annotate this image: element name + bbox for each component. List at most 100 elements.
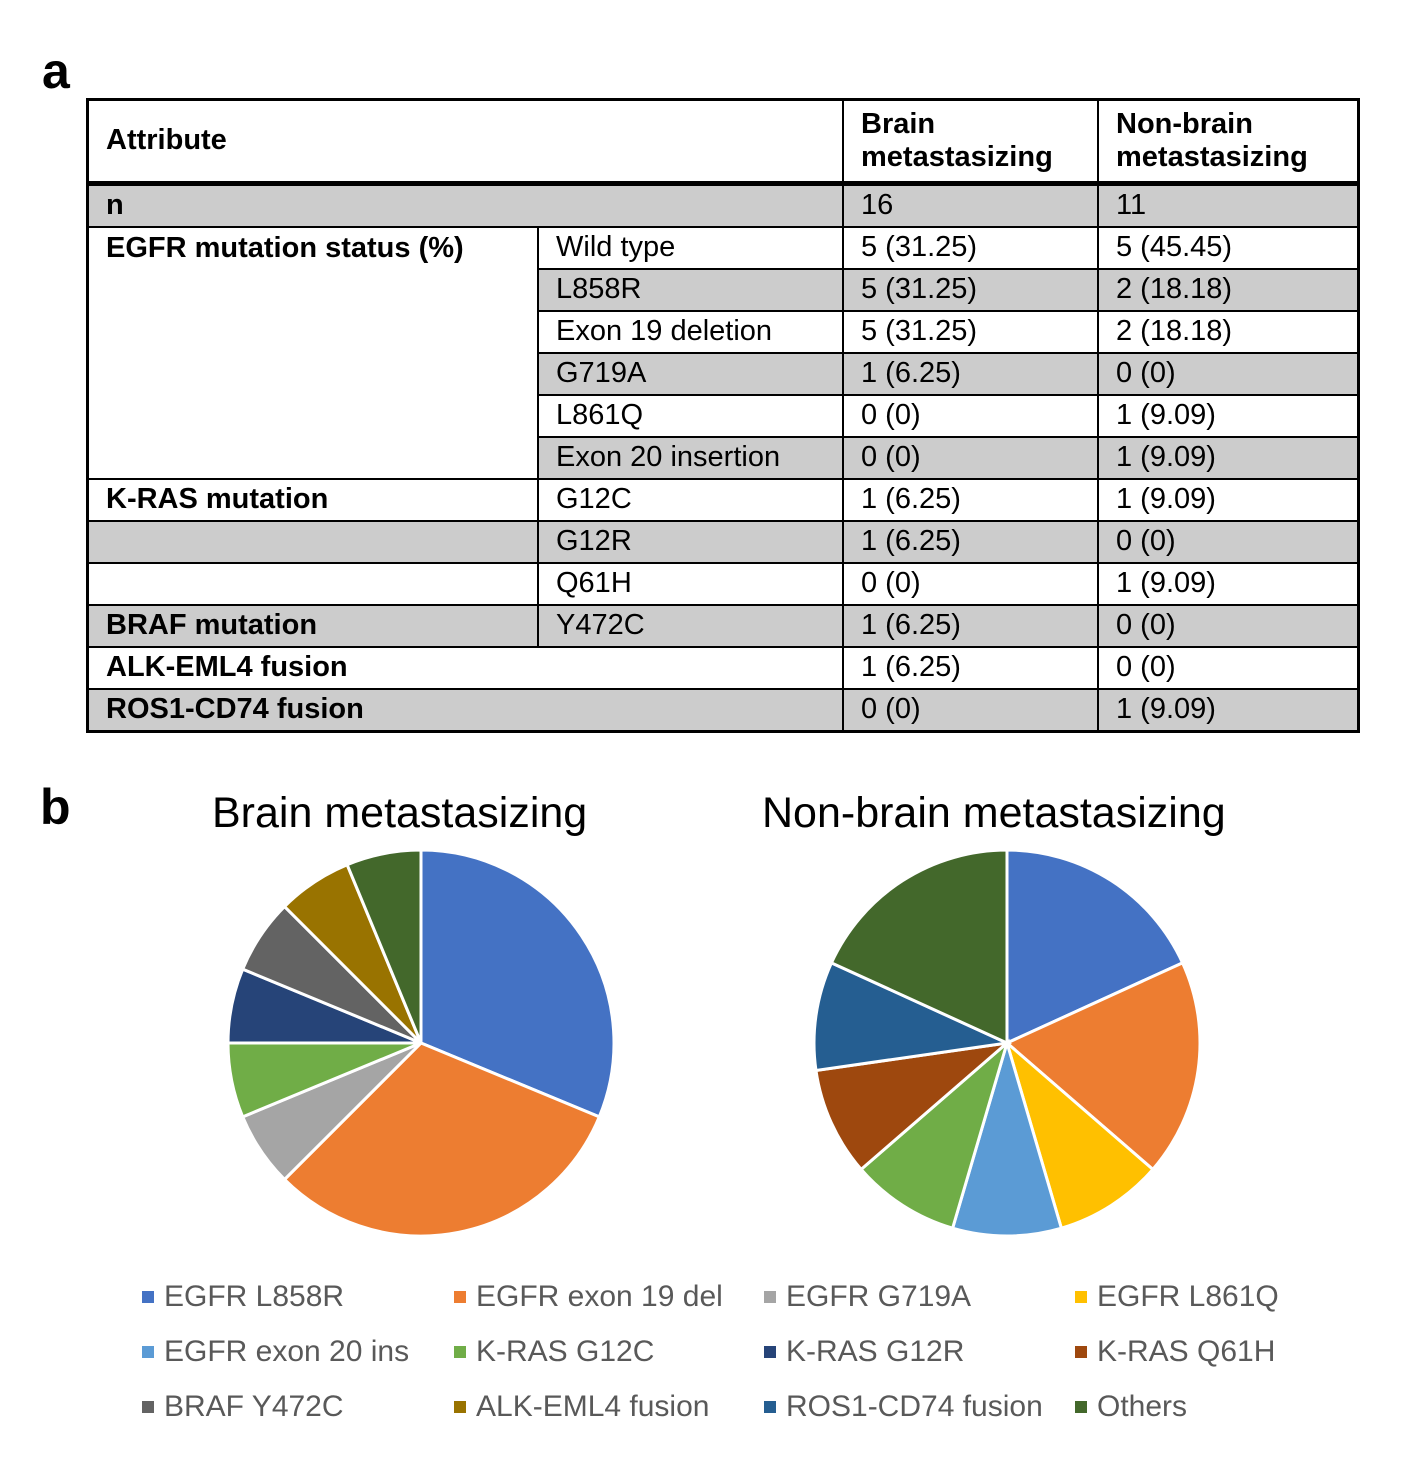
header-brain: Brain metastasizing [842,98,1099,186]
nonbrain-value-cell: 0 (0) [1097,646,1360,690]
attribute-cell: K-RAS mutation [86,478,539,522]
subtype-cell: Q61H [537,562,844,606]
legend-item: ROS1-CD74 fusion [764,1390,1043,1424]
legend-swatch [142,1401,154,1413]
legend-label: ROS1-CD74 fusion [786,1390,1043,1423]
legend-label: EGFR G719A [786,1280,972,1313]
legend-label: Others [1097,1390,1188,1423]
legend-label: EGFR L861Q [1097,1280,1279,1313]
attribute-table: Attribute Brain metastasizing Non-brain me… [86,98,1360,733]
brain-value-cell: 1 (6.25) [842,352,1099,396]
attribute-cell [86,520,539,564]
legend-swatch [142,1291,154,1303]
brain-value-cell: 1 (6.25) [842,646,1099,690]
legend-item: K-RAS G12C [454,1335,654,1369]
pie-slice-ros1-cd74-fusion [812,960,1013,1073]
legend-swatch [764,1401,776,1413]
panel-label-a: a [42,43,70,99]
legend-item: EGFR L861Q [1075,1280,1279,1314]
brain-value-cell: 0 (0) [842,688,1099,733]
subtype-cell: G12C [537,478,844,522]
table-row: EGFR mutation status (%) Wild type 5 (31.2… [86,226,1360,270]
subtype-cell: L861Q [537,394,844,438]
attribute-cell: EGFR mutation status (%) [86,226,539,269]
pie-slice-k-ras-g12c [859,1038,1010,1231]
nonbrain-value-cell: 11 [1097,182,1360,228]
legend-item: K-RAS Q61H [1075,1335,1275,1369]
nonbrain-value-cell: 0 (0) [1097,604,1360,648]
legend-swatch [454,1401,466,1413]
pie-slice-others [829,848,1009,1046]
legend-label: EGFR exon 19 del [476,1280,723,1313]
legend-swatch [142,1346,154,1358]
brain-value-cell: 1 (6.25) [842,604,1099,648]
brain-value-cell: 16 [842,182,1099,228]
legend-item: EGFR exon 19 del [454,1280,723,1314]
nonbrain-value-cell: 2 (18.18) [1097,310,1360,354]
legend-swatch [454,1291,466,1303]
attribute-cell: n [86,182,844,228]
subtype-cell: Y472C [537,604,844,648]
table-row: G719A 1 (6.25) 0 (0) [86,352,1360,396]
subtype-cell: Exon 20 insertion [537,436,844,480]
table-row: G12R 1 (6.25) 0 (0) [86,520,1360,564]
table-row: Exon 20 insertion 0 (0) 1 (9.09) [86,436,1360,480]
subtype-cell: L858R [537,268,844,312]
subtype-cell: Exon 19 deletion [537,310,844,354]
table-row: K-RAS mutation G12C 1 (6.25) 1 (9.09) [86,478,1360,522]
pie-slice-k-ras-q61h [814,1040,1012,1172]
nonbrain-value-cell: 0 (0) [1097,352,1360,396]
pie-title-brain: Brain metastasizing [212,789,588,837]
legend-swatch [454,1346,466,1358]
subtype-cell: Wild type [537,226,844,270]
legend-item: ALK-EML4 fusion [454,1390,709,1424]
attribute-cell [86,353,539,395]
legend-label: BRAF Y472C [164,1390,344,1423]
nonbrain-value-cell: 1 (9.09) [1097,688,1360,733]
legend-item: EGFR L858R [142,1280,344,1314]
brain-value-cell: 1 (6.25) [842,478,1099,522]
legend-swatch [1075,1291,1087,1303]
header-nonbrain: Non-brain metastasizing [1097,98,1360,186]
legend-swatch [764,1291,776,1303]
attribute-cell [86,311,539,353]
subtype-cell: G12R [537,520,844,564]
legend-label: K-RAS Q61H [1097,1335,1276,1368]
pie-slice-egfr-l858r [1005,848,1185,1046]
pie-slice-others [345,848,423,1044]
legend-label: ALK-EML4 fusion [476,1390,710,1423]
brain-value-cell: 0 (0) [842,394,1099,438]
brain-value-cell: 1 (6.25) [842,520,1099,564]
table-row: L858R 5 (31.25) 2 (18.18) [86,268,1360,312]
header-attribute: Attribute [86,98,844,186]
brain-value-cell: 5 (31.25) [842,268,1099,312]
attribute-cell: BRAF mutation [86,604,539,648]
nonbrain-value-cell: 1 (9.09) [1097,478,1360,522]
nonbrain-value-cell: 2 (18.18) [1097,268,1360,312]
brain-value-cell: 0 (0) [842,436,1099,480]
nonbrain-value-cell: 1 (9.09) [1097,562,1360,606]
legend-item: K-RAS G12R [764,1335,964,1369]
attribute-cell [86,437,539,480]
nonbrain-value-cell: 0 (0) [1097,520,1360,564]
legend-label: K-RAS G12C [476,1335,655,1368]
attribute-cell [86,395,539,437]
legend-item: EGFR exon 20 ins [142,1335,409,1369]
legend-label: K-RAS G12R [786,1335,965,1368]
nonbrain-value-cell: 1 (9.09) [1097,394,1360,438]
table-row: ROS1-CD74 fusion 0 (0) 1 (9.09) [86,688,1360,733]
table-header-row: Attribute Brain metastasizing Non-brain me… [86,98,1360,186]
pie-chart-nonbrain [812,848,1202,1238]
pie-title-nonbrain: Non-brain metastasizing [762,789,1226,837]
pie-chart-brain [226,848,616,1238]
table-row: L861Q 0 (0) 1 (9.09) [86,394,1360,438]
nonbrain-value-cell: 1 (9.09) [1097,436,1360,480]
table-row: BRAF mutation Y472C 1 (6.25) 0 (0) [86,604,1360,648]
legend-swatch [1075,1346,1087,1358]
nonbrain-value-cell: 5 (45.45) [1097,226,1360,270]
attribute-cell: ALK-EML4 fusion [86,646,844,690]
brain-value-cell: 5 (31.25) [842,226,1099,270]
pie-slice-egfr-exon-19-del [282,1041,602,1238]
legend-swatch [764,1346,776,1358]
legend-item: Others [1075,1390,1187,1424]
